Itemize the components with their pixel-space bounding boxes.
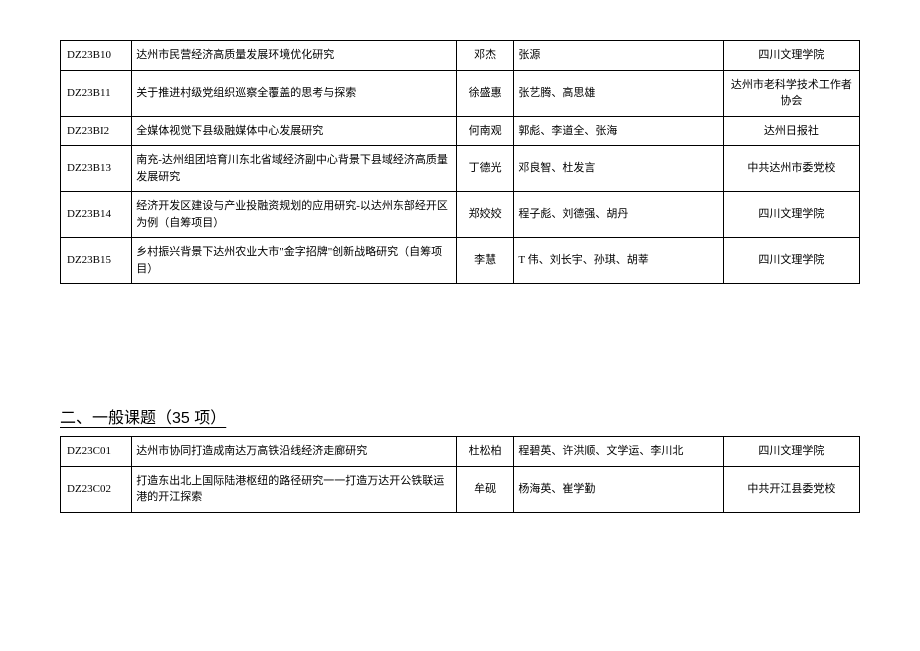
cell-id: DZ23B14 bbox=[61, 192, 132, 238]
table-row: DZ23BI2 全媒体视觉下县级融媒体中心发展研究 何南观 郭彪、李道全、张海 … bbox=[61, 116, 860, 146]
cell-org: 中共开江县委党校 bbox=[723, 466, 859, 512]
cell-id: DZ23C01 bbox=[61, 437, 132, 467]
cell-title: 经济开发区建设与产业投融资规划的应用研究-以达州东部经开区为例（自筹项目） bbox=[132, 192, 457, 238]
cell-id: DZ23B11 bbox=[61, 70, 132, 116]
cell-title: 达州市民营经济高质量发展环境优化研究 bbox=[132, 41, 457, 71]
table-row: DZ23B13 南充-达州组团培育川东北省域经济副中心背景下县域经济高质量发展研… bbox=[61, 146, 860, 192]
cell-title: 达州市协同打造成南达万高铁沿线经济走廊研究 bbox=[132, 437, 457, 467]
cell-lead: 何南观 bbox=[456, 116, 514, 146]
cell-id: DZ23B13 bbox=[61, 146, 132, 192]
cell-members: 程子彪、刘德强、胡丹 bbox=[514, 192, 723, 238]
table-row: DZ23B14 经济开发区建设与产业投融资规划的应用研究-以达州东部经开区为例（… bbox=[61, 192, 860, 238]
cell-title: 全媒体视觉下县级融媒体中心发展研究 bbox=[132, 116, 457, 146]
table-row: DZ23C02 打造东出北上国际陆港枢纽的路径研究一一打造万达开公铁联运港的开江… bbox=[61, 466, 860, 512]
cell-lead: 丁德光 bbox=[456, 146, 514, 192]
cell-lead: 徐盛惠 bbox=[456, 70, 514, 116]
cell-title: 乡村振兴背景下达州农业大市"金字招牌"创新战略研究（自筹项目） bbox=[132, 238, 457, 284]
cell-members: 邓良智、杜发言 bbox=[514, 146, 723, 192]
table-c-section: DZ23C01 达州市协同打造成南达万高铁沿线经济走廊研究 杜松柏 程碧英、许洪… bbox=[60, 436, 860, 513]
table-row: DZ23B10 达州市民营经济高质量发展环境优化研究 邓杰 张源 四川文理学院 bbox=[61, 41, 860, 71]
cell-org: 达州市老科学技术工作者协会 bbox=[723, 70, 859, 116]
table-row: DZ23B15 乡村振兴背景下达州农业大市"金字招牌"创新战略研究（自筹项目） … bbox=[61, 238, 860, 284]
cell-title: 南充-达州组团培育川东北省域经济副中心背景下县域经济高质量发展研究 bbox=[132, 146, 457, 192]
cell-members: 张艺腾、高思雄 bbox=[514, 70, 723, 116]
cell-lead: 邓杰 bbox=[456, 41, 514, 71]
cell-title: 关于推进村级党组织巡察全覆盖的思考与探索 bbox=[132, 70, 457, 116]
cell-members: T 伟、刘长宇、孙琪、胡莘 bbox=[514, 238, 723, 284]
table-b-section: DZ23B10 达州市民营经济高质量发展环境优化研究 邓杰 张源 四川文理学院 … bbox=[60, 40, 860, 284]
cell-members: 郭彪、李道全、张海 bbox=[514, 116, 723, 146]
cell-lead: 杜松柏 bbox=[456, 437, 514, 467]
cell-org: 四川文理学院 bbox=[723, 192, 859, 238]
cell-members: 张源 bbox=[514, 41, 723, 71]
cell-org: 四川文理学院 bbox=[723, 437, 859, 467]
cell-lead: 郑姣姣 bbox=[456, 192, 514, 238]
section-heading: 二、一般课题（35 项） bbox=[60, 404, 860, 428]
cell-id: DZ23B15 bbox=[61, 238, 132, 284]
table-row: DZ23B11 关于推进村级党组织巡察全覆盖的思考与探索 徐盛惠 张艺腾、高思雄… bbox=[61, 70, 860, 116]
cell-title: 打造东出北上国际陆港枢纽的路径研究一一打造万达开公铁联运港的开江探索 bbox=[132, 466, 457, 512]
cell-org: 中共达州市委党校 bbox=[723, 146, 859, 192]
cell-id: DZ23BI2 bbox=[61, 116, 132, 146]
cell-id: DZ23C02 bbox=[61, 466, 132, 512]
table-row: DZ23C01 达州市协同打造成南达万高铁沿线经济走廊研究 杜松柏 程碧英、许洪… bbox=[61, 437, 860, 467]
cell-id: DZ23B10 bbox=[61, 41, 132, 71]
cell-org: 四川文理学院 bbox=[723, 238, 859, 284]
cell-members: 程碧英、许洪顺、文学运、李川北 bbox=[514, 437, 723, 467]
cell-members: 杨海英、崔学勤 bbox=[514, 466, 723, 512]
cell-lead: 李慧 bbox=[456, 238, 514, 284]
cell-org: 达州日报社 bbox=[723, 116, 859, 146]
cell-lead: 牟砚 bbox=[456, 466, 514, 512]
cell-org: 四川文理学院 bbox=[723, 41, 859, 71]
